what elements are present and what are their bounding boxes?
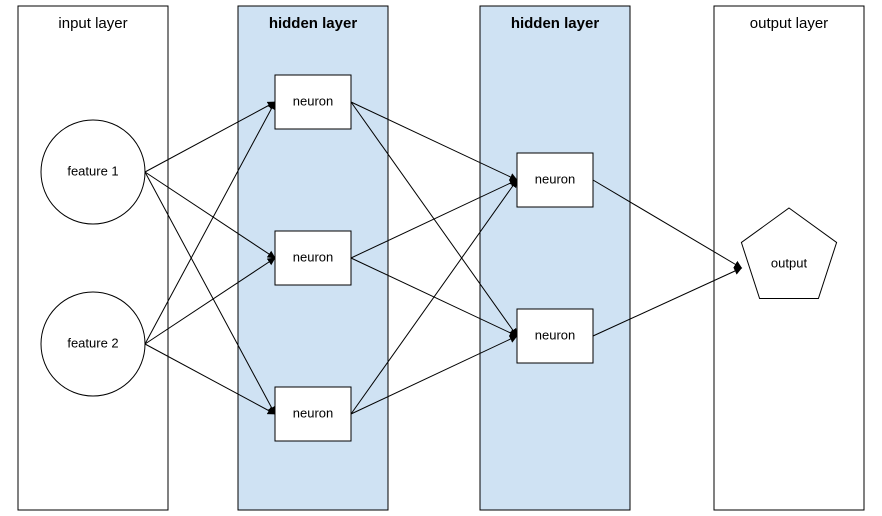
layer-title: hidden layer (269, 15, 358, 32)
f2-label: feature 2 (67, 335, 118, 350)
h2a-label: neuron (535, 171, 575, 186)
h2b-label: neuron (535, 327, 575, 342)
h1c-label: neuron (293, 405, 333, 420)
layer-box (18, 6, 168, 510)
out-label: output (771, 255, 808, 270)
edges-group (145, 102, 742, 414)
layer-title: output layer (750, 15, 828, 32)
layer-title: input layer (58, 15, 127, 32)
f1-label: feature 1 (67, 163, 118, 178)
h1a-label: neuron (293, 93, 333, 108)
layer-box (480, 6, 630, 510)
layer-title: hidden layer (511, 15, 600, 32)
neural-network-diagram: input layer hidden layer hidden layer outpu… (0, 0, 882, 516)
layers-group: input layer hidden layer hidden layer outpu… (18, 6, 864, 510)
h1b-label: neuron (293, 249, 333, 264)
